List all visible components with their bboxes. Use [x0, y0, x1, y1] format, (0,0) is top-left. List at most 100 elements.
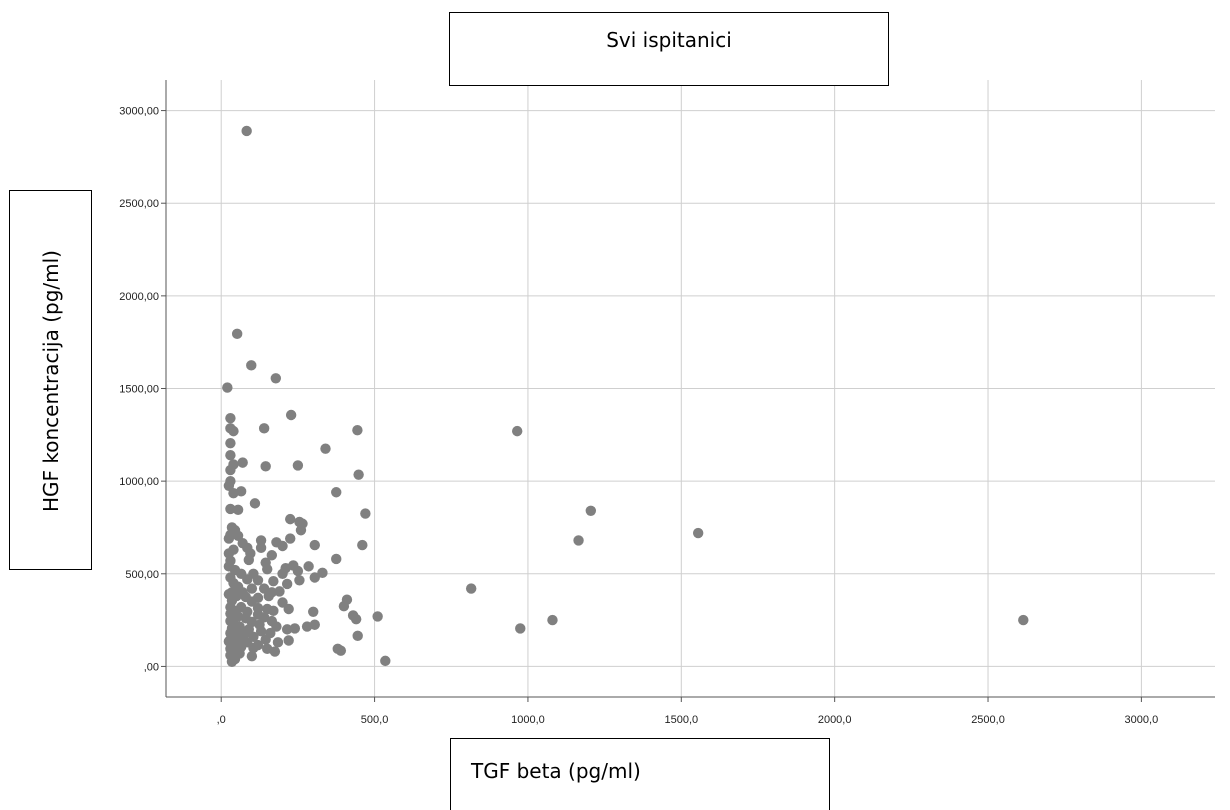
- data-point: [222, 382, 233, 393]
- data-point: [352, 424, 363, 436]
- y-tick-label: 2000,00: [119, 291, 159, 303]
- data-point: [263, 590, 274, 602]
- y-tick-label: 1500,00: [119, 384, 159, 396]
- data-point: [225, 437, 236, 449]
- data-point: [242, 574, 253, 585]
- data-point: [252, 575, 264, 586]
- x-tick-label: 2500,0: [971, 714, 1005, 726]
- data-point: [246, 583, 258, 594]
- data-point: [225, 450, 236, 461]
- data-point: [1018, 614, 1029, 626]
- x-axis-label: TGF beta (pg/ml): [471, 759, 641, 783]
- x-tick-label: ,0: [217, 714, 226, 726]
- data-point: [231, 328, 243, 340]
- data-point: [283, 603, 294, 615]
- data-point: [225, 503, 236, 515]
- data-point: [573, 535, 584, 546]
- data-point: [515, 623, 526, 634]
- axes: [161, 80, 1215, 702]
- data-point: [248, 642, 259, 654]
- data-point: [285, 533, 296, 544]
- data-point: [285, 409, 297, 421]
- y-tick-label: 2500,00: [119, 198, 159, 210]
- data-point: [281, 624, 293, 635]
- data-point: [270, 373, 282, 384]
- data-point: [277, 540, 288, 552]
- data-point: [292, 565, 304, 577]
- data-point: [292, 460, 304, 471]
- x-axis-label-box: TGF beta (pg/ml): [450, 738, 830, 810]
- data-point: [249, 498, 261, 509]
- data-point: [269, 646, 281, 657]
- data-point: [260, 634, 271, 645]
- data-point: [255, 626, 267, 637]
- data-point: [372, 611, 383, 622]
- x-tick-label: 2000,0: [818, 714, 852, 726]
- data-point: [295, 525, 307, 536]
- data-point: [285, 513, 296, 525]
- data-point: [465, 583, 477, 594]
- data-point: [262, 563, 273, 575]
- data-point: [360, 508, 371, 519]
- data-point: [237, 457, 248, 468]
- data-point: [226, 656, 238, 667]
- data-point: [338, 601, 350, 612]
- data-point: [320, 443, 331, 454]
- data-point: [228, 425, 239, 437]
- chart-title-box: Svi ispitanici: [449, 12, 889, 86]
- data-point: [352, 630, 363, 642]
- data-point: [692, 527, 704, 539]
- data-point: [512, 425, 523, 437]
- data-point: [266, 550, 278, 561]
- data-point: [225, 412, 236, 424]
- data-point: [260, 461, 271, 472]
- data-point: [283, 635, 294, 646]
- y-tick-labels: ,00 500,00 1000,00 1500,00 2000,00 2500,00 300…: [119, 106, 159, 674]
- x-tick-label: 500,0: [361, 714, 389, 726]
- data-point: [243, 554, 255, 566]
- data-point: [547, 614, 558, 626]
- data-point: [301, 621, 313, 632]
- data-point: [281, 578, 293, 590]
- data-point: [241, 125, 252, 137]
- data-point: [317, 567, 328, 579]
- chart-title: Svi ispitanici: [606, 28, 732, 52]
- y-tick-label: 3000,00: [119, 106, 159, 118]
- data-point: [277, 568, 288, 579]
- data-point: [308, 606, 319, 617]
- data-point: [246, 651, 258, 662]
- data-point: [380, 655, 391, 667]
- data-point: [223, 533, 235, 544]
- x-tick-labels: ,0 500,0 1000,0 1500,0 2000,0 2500,0 3000,0: [217, 714, 1159, 726]
- data-point: [274, 586, 285, 597]
- x-tick-label: 3000,0: [1125, 714, 1159, 726]
- data-point: [303, 561, 314, 572]
- y-axis-label-box: HGF koncentracija (pg/ml): [9, 190, 92, 570]
- data-point: [272, 637, 284, 648]
- data-point: [357, 539, 368, 551]
- y-axis-label: HGF koncentracija (pg/ml): [39, 250, 63, 512]
- data-point: [225, 464, 236, 476]
- y-gridlines: [166, 110, 1215, 667]
- data-point: [585, 505, 597, 516]
- data-point: [268, 605, 279, 617]
- data-point: [232, 504, 244, 516]
- data-point: [331, 487, 342, 498]
- data-point: [271, 621, 282, 632]
- data-point: [255, 535, 267, 546]
- data-point: [309, 572, 320, 583]
- data-point: [223, 480, 235, 491]
- data-point: [331, 553, 342, 565]
- data-point: [246, 360, 257, 371]
- data-point: [309, 539, 320, 551]
- y-tick-label: ,00: [144, 661, 159, 673]
- x-tick-label: 1000,0: [511, 714, 545, 726]
- y-tick-label: 1000,00: [119, 476, 159, 488]
- y-tick-label: 500,00: [125, 569, 159, 581]
- data-point: [268, 575, 279, 587]
- data-point: [235, 486, 247, 497]
- data-point: [258, 423, 270, 434]
- data-point: [335, 645, 347, 656]
- data-point: [353, 469, 364, 480]
